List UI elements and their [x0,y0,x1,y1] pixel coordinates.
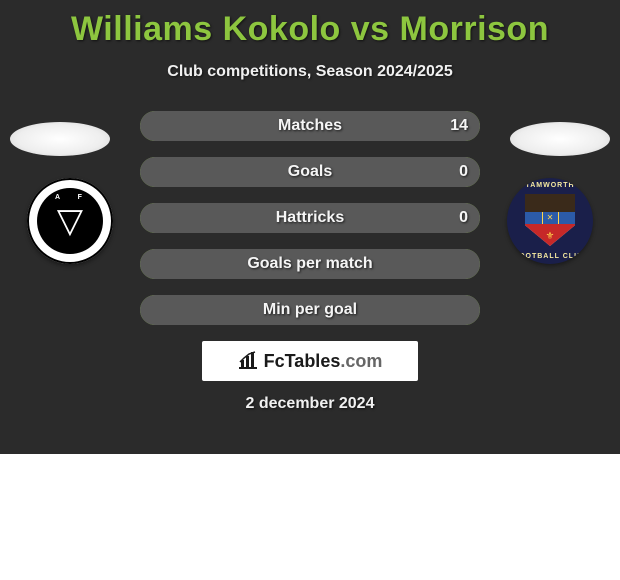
stat-label: Goals per match [140,249,480,279]
stat-value-right: 0 [459,157,468,187]
stat-row: Matches14 [140,111,480,141]
stats-area: Matches14Goals0Hattricks0Goals per match… [0,111,620,413]
stat-row: Min per goal [140,295,480,325]
page-title: Williams Kokolo vs Morrison [0,0,620,49]
stat-label: Hattricks [140,203,480,233]
chart-bar-icon [238,351,258,372]
stat-row: Goals0 [140,157,480,187]
fctables-brand[interactable]: FcTables.com [202,341,418,381]
stat-row: Goals per match [140,249,480,279]
stat-label: Goals [140,157,480,187]
brand-name: FcTables.com [264,351,383,372]
stats-column: Matches14Goals0Hattricks0Goals per match… [140,111,480,325]
stat-label: Min per goal [140,295,480,325]
stat-row: Hattricks0 [140,203,480,233]
subtitle: Club competitions, Season 2024/2025 [0,63,620,81]
stat-label: Matches [140,111,480,141]
infographic-panel: Williams Kokolo vs Morrison Club competi… [0,0,620,454]
brand-name-main: FcTables [264,351,341,371]
stat-value-right: 0 [459,203,468,233]
brand-name-suffix: .com [340,351,382,371]
date-stamp: 2 december 2024 [0,395,620,413]
stat-value-right: 14 [450,111,468,141]
